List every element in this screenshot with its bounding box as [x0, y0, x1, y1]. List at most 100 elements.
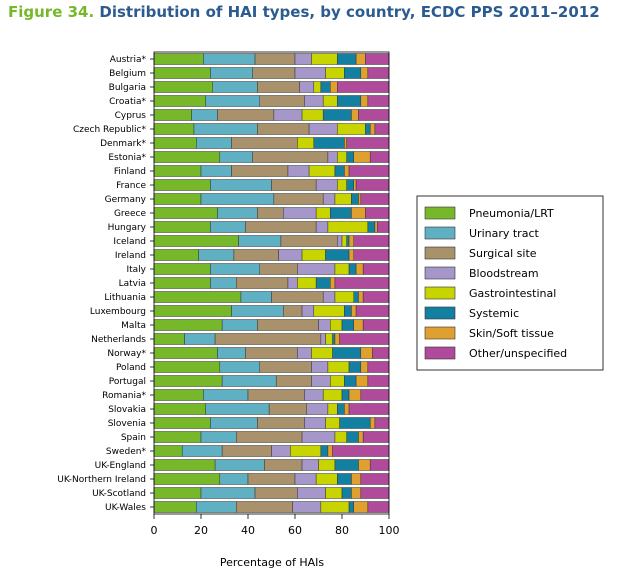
- bar-segment: [334, 165, 345, 177]
- bar-segment: [353, 179, 357, 191]
- bar-segment: [355, 375, 369, 387]
- legend-entry: Pneumonia/LRT: [469, 207, 554, 220]
- legend-swatch: [424, 286, 456, 300]
- category-label: Lithuania: [104, 293, 146, 303]
- category-label: Croatia*: [109, 97, 146, 107]
- bar-segment: [348, 501, 354, 513]
- bar-segment: [360, 487, 390, 499]
- bar-segment: [369, 459, 390, 471]
- bar-segment: [153, 319, 223, 331]
- bar-segment: [367, 95, 390, 107]
- bar-segment: [257, 417, 305, 429]
- bar-segment: [193, 123, 258, 135]
- bar-segment: [330, 277, 336, 289]
- bar-segment: [153, 179, 211, 191]
- bar-segment: [275, 375, 312, 387]
- bar-segment: [200, 487, 256, 499]
- bar-segment: [367, 67, 390, 79]
- bar-segment: [334, 333, 340, 345]
- bar-segment: [332, 333, 336, 345]
- bar-segment: [153, 53, 204, 65]
- bar-segment: [351, 487, 362, 499]
- bar-segment: [353, 235, 390, 247]
- bar-segment: [346, 137, 390, 149]
- bar-segment: [306, 403, 329, 415]
- category-label: Portugal: [109, 377, 146, 387]
- bar-segment: [297, 137, 315, 149]
- bar-segment: [337, 53, 357, 65]
- legend-entry: Systemic: [469, 307, 519, 320]
- bar-segment: [214, 459, 265, 471]
- bar-segment: [153, 389, 204, 401]
- bar-segment: [245, 221, 317, 233]
- bar-segment: [217, 109, 275, 121]
- bar-segment: [219, 151, 253, 163]
- bar-segment: [334, 431, 347, 443]
- bar-segment: [301, 109, 324, 121]
- bar-segment: [311, 361, 329, 373]
- bar-segment: [304, 417, 326, 429]
- bar-segment: [351, 305, 357, 317]
- bar-segment: [351, 193, 359, 205]
- x-tick-label: 80: [335, 524, 349, 537]
- bar-segment: [271, 179, 317, 191]
- bar-segment: [327, 151, 338, 163]
- bar-segment: [374, 417, 390, 429]
- bar-segment: [341, 389, 350, 401]
- bar-segment: [299, 81, 315, 93]
- bar-segment: [325, 417, 340, 429]
- bar-segment: [153, 347, 218, 359]
- bar-segment: [247, 389, 305, 401]
- bar-segment: [360, 347, 373, 359]
- bar-segment: [320, 333, 326, 345]
- bar-segment: [231, 305, 284, 317]
- bar-segment: [308, 165, 336, 177]
- figure-title-text: Distribution of HAI types, by country, E…: [99, 3, 600, 21]
- bar-segment: [332, 347, 362, 359]
- bar-segment: [360, 67, 369, 79]
- bar-segment: [315, 179, 338, 191]
- bar-segment: [348, 263, 357, 275]
- bar-segment: [353, 319, 364, 331]
- bar-segment: [334, 459, 359, 471]
- bar-segment: [153, 137, 197, 149]
- bar-segment: [348, 235, 354, 247]
- bar-segment: [374, 221, 378, 233]
- bar-segment: [196, 137, 232, 149]
- bar-segment: [273, 109, 303, 121]
- bar-segment: [153, 235, 239, 247]
- x-tick-label: 60: [288, 524, 302, 537]
- bar-segment: [341, 235, 347, 247]
- bar-segment: [348, 249, 354, 261]
- bar-segment: [280, 235, 338, 247]
- bar-segment: [153, 333, 185, 345]
- bar-segment: [346, 151, 355, 163]
- category-label: Slovenia: [108, 419, 146, 429]
- bar-segment: [339, 333, 390, 345]
- bar-segment: [367, 221, 376, 233]
- bar-segment: [322, 95, 338, 107]
- bar-segment: [233, 249, 279, 261]
- figure-number: Figure 34.: [8, 3, 95, 21]
- category-label: Malta: [121, 321, 146, 331]
- bar-segment: [358, 431, 364, 443]
- bar-segment: [344, 67, 362, 79]
- bar-segment: [311, 347, 333, 359]
- bar-segment: [369, 417, 376, 429]
- bar-segment: [346, 235, 350, 247]
- bar-segment: [318, 319, 331, 331]
- bar-segment: [360, 193, 390, 205]
- bar-segment: [377, 221, 390, 233]
- bar-segment: [337, 403, 345, 415]
- bar-segment: [351, 473, 362, 485]
- bar-segment: [210, 263, 260, 275]
- bar-segment: [344, 305, 352, 317]
- category-label: Belgium: [109, 69, 146, 79]
- bar-segment: [236, 431, 303, 443]
- bar-segment: [362, 291, 390, 303]
- bar-segment: [362, 319, 390, 331]
- bar-segment: [153, 67, 211, 79]
- bar-segment: [325, 487, 343, 499]
- bar-segment: [362, 431, 390, 443]
